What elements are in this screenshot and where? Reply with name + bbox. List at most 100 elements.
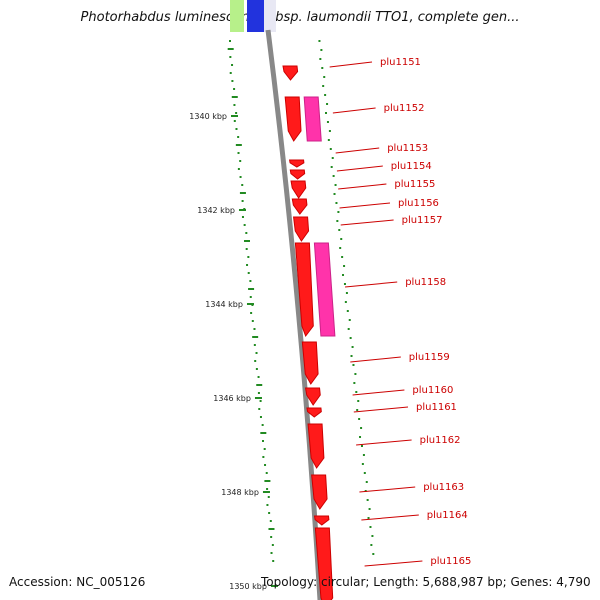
gc-outer-tick bbox=[362, 454, 365, 456]
scale-tick bbox=[238, 209, 246, 211]
gene-label-plu1161[interactable]: plu1161 bbox=[416, 402, 457, 413]
gene-arrow-plu1160[interactable] bbox=[304, 387, 321, 406]
leader-line-plu1152 bbox=[332, 107, 376, 114]
leader-line-plu1162 bbox=[356, 439, 412, 446]
gc-outer-tick bbox=[342, 274, 345, 276]
gene-arrow-plu1157[interactable] bbox=[293, 216, 310, 242]
scale-tick bbox=[231, 115, 238, 117]
gc-outer-tick bbox=[332, 175, 335, 177]
gene-arrow-plu1162[interactable] bbox=[307, 423, 325, 469]
gene-label-plu1156[interactable]: plu1156 bbox=[398, 198, 439, 209]
gc-inner-tick bbox=[243, 224, 246, 226]
gene-arrow-plu1154[interactable] bbox=[289, 169, 306, 180]
gene-label-plu1159[interactable]: plu1159 bbox=[409, 352, 450, 363]
gc-inner-tick bbox=[248, 288, 255, 290]
gene-arrow-plu1158[interactable] bbox=[294, 242, 314, 338]
gc-inner-tick bbox=[267, 496, 270, 498]
gc-inner-tick bbox=[269, 520, 272, 522]
gene-arrow-plu1163[interactable] bbox=[311, 474, 328, 510]
gc-outer-tick bbox=[355, 391, 358, 393]
gc-inner-tick bbox=[239, 160, 242, 162]
top-feature-blue[interactable] bbox=[247, 0, 264, 32]
gc-inner-tick bbox=[263, 448, 266, 450]
gc-inner-tick bbox=[257, 392, 260, 394]
gc-inner-tick bbox=[250, 312, 253, 314]
scale-label: 1346 kbp bbox=[213, 394, 251, 403]
gc-inner-tick bbox=[227, 48, 234, 50]
gene-arrow-plu1159[interactable] bbox=[301, 341, 319, 385]
gene-label-plu1160[interactable]: plu1160 bbox=[412, 385, 453, 396]
gc-outer-tick bbox=[372, 553, 375, 555]
paralog-bar-plu1152[interactable] bbox=[303, 96, 322, 142]
leader-line-plu1154 bbox=[336, 165, 383, 172]
gene-label-plu1162[interactable]: plu1162 bbox=[420, 435, 461, 446]
gene-label-plu1154[interactable]: plu1154 bbox=[391, 161, 432, 172]
gene-arrow-plu1165[interactable] bbox=[314, 527, 334, 600]
scale-label: 1348 kbp bbox=[221, 488, 259, 497]
paralog-bar-plu1158[interactable] bbox=[313, 242, 336, 337]
gene-label-plu1155[interactable]: plu1155 bbox=[394, 179, 435, 190]
gene-arrow-plu1164[interactable] bbox=[313, 515, 330, 526]
gc-inner-tick bbox=[268, 512, 271, 514]
gc-outer-tick bbox=[324, 94, 327, 96]
gc-inner-tick bbox=[262, 440, 264, 442]
gc-outer-tick bbox=[320, 49, 323, 51]
gc-inner-tick bbox=[237, 152, 240, 154]
gc-inner-tick bbox=[271, 544, 274, 546]
gc-outer-tick bbox=[336, 220, 339, 222]
gc-inner-tick bbox=[272, 560, 275, 562]
gene-label-plu1163[interactable]: plu1163 bbox=[423, 482, 464, 493]
gc-outer-tick bbox=[341, 256, 344, 258]
gc-inner-tick bbox=[229, 40, 231, 42]
leader-line-plu1163 bbox=[359, 486, 416, 493]
gc-outer-tick bbox=[321, 67, 324, 69]
gc-inner-tick bbox=[246, 264, 249, 266]
gc-outer-tick bbox=[339, 247, 342, 249]
top-feature-green[interactable] bbox=[230, 0, 244, 32]
gene-label-plu1165[interactable]: plu1165 bbox=[430, 556, 471, 567]
gene-label-plu1158[interactable]: plu1158 bbox=[405, 277, 446, 288]
gc-inner-tick bbox=[229, 56, 232, 58]
gc-outer-tick bbox=[356, 409, 359, 411]
gene-arrow-plu1151[interactable] bbox=[282, 65, 299, 81]
gc-inner-tick bbox=[249, 280, 252, 282]
gc-outer-tick bbox=[337, 211, 340, 213]
gene-label-plu1164[interactable]: plu1164 bbox=[427, 510, 468, 521]
gc-outer-tick bbox=[361, 463, 364, 465]
gc-inner-tick bbox=[229, 72, 232, 74]
gene-label-plu1151[interactable]: plu1151 bbox=[380, 57, 421, 68]
gc-inner-tick bbox=[233, 104, 236, 106]
gc-inner-tick bbox=[260, 432, 267, 434]
gc-outer-tick bbox=[326, 121, 329, 123]
scale-bar: 1340 kbp 1342 kbp 1344 kbp 1346 kbp 1348 kbp… bbox=[189, 112, 278, 591]
gene-track[interactable]: plu1151 plu1152 plu1153 plu1154 plu1155 plu11… bbox=[282, 57, 471, 600]
gene-label-plu1153[interactable]: plu1153 bbox=[387, 143, 428, 154]
gc-inner-tick bbox=[241, 184, 244, 186]
gc-inner-tick bbox=[255, 352, 258, 354]
gc-outer-tick bbox=[318, 40, 321, 42]
gc-outer-tick bbox=[343, 265, 346, 267]
gene-arrow-plu1153[interactable] bbox=[288, 159, 305, 168]
leader-line-plu1155 bbox=[338, 183, 387, 190]
gc-outer-tick bbox=[350, 355, 353, 357]
gc-inner-tick bbox=[237, 168, 240, 170]
gc-outer-tick bbox=[360, 427, 363, 429]
leader-line-plu1165 bbox=[364, 560, 423, 567]
gc-outer-tick bbox=[353, 382, 356, 384]
gc-skew-outer bbox=[318, 40, 375, 555]
gene-arrow-plu1155[interactable] bbox=[290, 180, 307, 199]
leader-line-plu1159 bbox=[350, 356, 401, 363]
gc-inner-tick bbox=[254, 360, 257, 362]
gene-arrow-plu1156[interactable] bbox=[291, 198, 308, 215]
gc-outer-tick bbox=[366, 499, 369, 501]
gc-inner-tick bbox=[252, 336, 259, 338]
gc-inner-tick bbox=[270, 536, 273, 538]
gc-inner-tick bbox=[235, 112, 238, 114]
gc-inner-tick bbox=[233, 88, 236, 90]
gc-outer-tick bbox=[343, 283, 346, 285]
gene-label-plu1152[interactable]: plu1152 bbox=[384, 103, 425, 114]
gene-arrow-plu1152[interactable] bbox=[284, 96, 302, 142]
gene-label-plu1157[interactable]: plu1157 bbox=[402, 215, 443, 226]
gene-arrow-plu1161[interactable] bbox=[306, 407, 322, 418]
